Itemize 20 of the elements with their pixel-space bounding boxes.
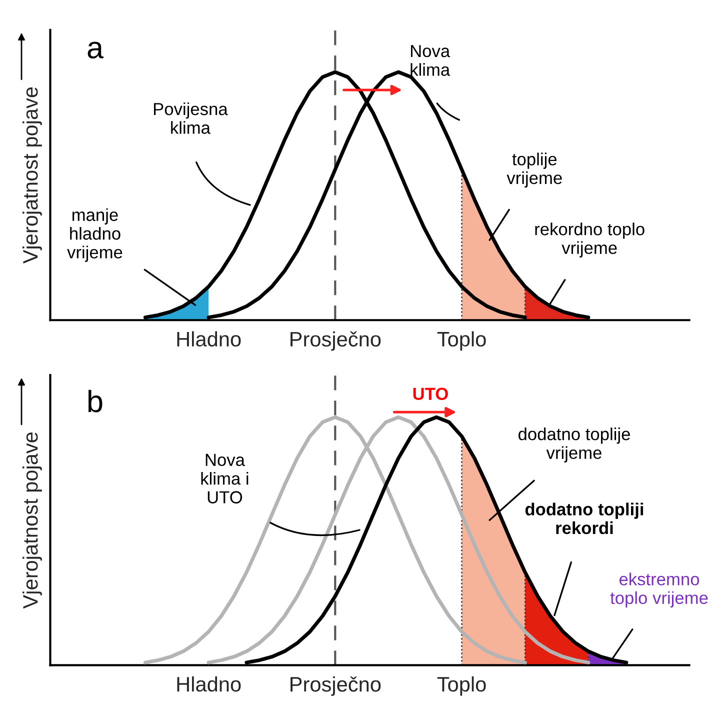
text: b	[88, 390, 102, 412]
annotation: Nova klima i UTO	[201, 454, 248, 504]
annotation: dodatno topliji rekordi	[525, 502, 644, 534]
x-tick-label: Hladno	[177, 676, 241, 692]
annotation: rekordno toplo vrijeme	[535, 222, 644, 258]
x-tick-label: Toplo	[437, 676, 486, 696]
y-axis-title: Vjerojatnost pojave	[22, 87, 42, 264]
annotation: dodatno toplije vrijeme	[518, 428, 630, 462]
y-axis-title: Vjerojatnost pojave	[22, 432, 42, 609]
text: a	[88, 42, 104, 58]
annotation: Nova klima	[410, 45, 450, 76]
text: UTO	[413, 388, 448, 400]
annotation: toplije vrijeme	[506, 152, 562, 188]
x-tick-label: Prosječno	[290, 331, 381, 351]
x-tick-label: Toplo	[437, 331, 486, 351]
text: manje hladno vrijeme	[67, 208, 122, 262]
x-tick-label: Hladno	[177, 331, 241, 347]
annotation: Povijesna klima	[154, 102, 228, 134]
x-tick-label: Prosječno	[290, 676, 381, 696]
annotation: ekstremno toplo vrijeme	[610, 572, 708, 608]
